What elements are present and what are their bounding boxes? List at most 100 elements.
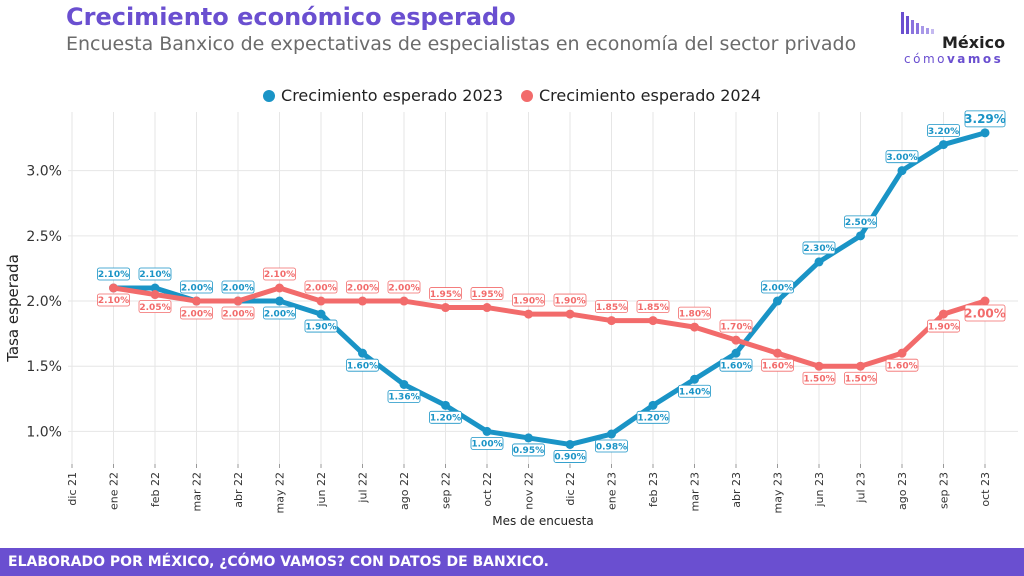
data-label-box <box>304 319 338 333</box>
data-point-2024 <box>399 296 409 306</box>
data-label-2023: 1.20% <box>637 414 668 424</box>
x-tick-label: ago 23 <box>896 472 909 510</box>
y-tick-label: 2.5% <box>26 229 62 245</box>
data-label-2023: 3.29% <box>964 112 1006 126</box>
data-point-2023 <box>565 439 575 449</box>
data-point-2024 <box>109 283 118 293</box>
data-label-2024: 2.00% <box>222 309 253 319</box>
data-point-2023 <box>897 166 907 176</box>
data-label-box <box>221 280 255 294</box>
data-label-box <box>802 241 836 255</box>
data-point-2024 <box>773 348 782 358</box>
data-label-box <box>470 437 504 450</box>
data-point-2024 <box>150 290 160 300</box>
legend-marker-2023 <box>263 89 276 102</box>
data-point-2023 <box>316 309 326 319</box>
y-tick-label: 1.5% <box>26 359 62 375</box>
data-label-2024: 1.90% <box>928 322 959 332</box>
data-label-2023: 2.10% <box>139 270 170 280</box>
y-tick-label: 1.0% <box>26 424 62 440</box>
data-label-box <box>263 267 296 281</box>
data-label-2024: 1.50% <box>845 374 876 384</box>
y-tick-label: 3.0% <box>26 164 62 180</box>
data-point-2023 <box>358 348 367 358</box>
x-tick-label: abr 23 <box>730 472 743 508</box>
logo-tagline: cómovamos <box>904 52 1003 66</box>
data-label-2023: 3.20% <box>928 127 959 137</box>
data-point-2024 <box>358 296 367 306</box>
data-point-2023 <box>441 400 450 410</box>
data-label-box <box>97 293 130 307</box>
data-label-box <box>553 450 587 463</box>
data-label-2023: 2.00% <box>762 283 793 293</box>
data-point-2023 <box>856 231 865 241</box>
data-label-box <box>138 300 172 313</box>
x-tick-label: feb 23 <box>647 472 660 507</box>
legend-label-2023: Crecimiento esperado 2023 <box>281 86 503 105</box>
data-label-box <box>761 358 794 372</box>
data-label-box <box>97 267 130 281</box>
page-subtitle: Encuesta Banxico de expectativas de espe… <box>66 33 857 55</box>
data-label-2024: 1.60% <box>762 361 793 371</box>
x-tick-label: abr 22 <box>232 472 245 508</box>
data-label-2024: 2.00% <box>964 306 1006 320</box>
legend-marker-2024 <box>521 89 533 102</box>
data-label-2024: 1.95% <box>471 290 502 300</box>
data-label-box <box>636 300 670 313</box>
data-point-2023 <box>150 283 160 293</box>
data-label-box <box>512 443 545 457</box>
data-label-2023: 1.40% <box>679 387 710 397</box>
data-label-box <box>387 390 421 403</box>
data-point-2023 <box>731 348 741 358</box>
data-label-box <box>180 280 213 294</box>
x-tick-label: sep 22 <box>440 472 453 509</box>
data-label-2023: 1.00% <box>471 440 502 450</box>
x-tick-label: ene 23 <box>606 472 619 510</box>
data-label-box <box>595 300 628 313</box>
x-tick-label: jun 23 <box>813 472 826 508</box>
data-label-2023: 1.90% <box>305 322 336 332</box>
data-label-box <box>470 287 504 300</box>
x-tick-label: nov 22 <box>523 472 536 510</box>
data-label-2024: 1.95% <box>430 290 461 300</box>
data-label-box <box>885 358 919 372</box>
x-tick-label: mar 22 <box>191 472 204 511</box>
data-label-2024: 2.00% <box>181 309 212 319</box>
data-label-box <box>719 319 753 333</box>
y-tick-label: 2.0% <box>26 294 62 310</box>
x-tick-label: oct 22 <box>481 472 494 507</box>
data-label-2024: 2.00% <box>305 283 336 293</box>
data-point-2023 <box>399 379 409 389</box>
data-label-box <box>512 293 545 307</box>
data-label-2023: 1.20% <box>430 414 461 424</box>
logo-tag-a: cómo <box>904 52 947 66</box>
data-label-box <box>844 371 877 385</box>
footer-bar: ELABORADO POR MÉXICO, ¿CÓMO VAMOS? CON D… <box>0 548 1024 576</box>
data-label-2023: 0.90% <box>554 453 585 463</box>
x-tick-label: feb 22 <box>149 472 162 507</box>
data-label-box <box>636 410 670 424</box>
data-label-box <box>387 280 421 294</box>
data-point-2024 <box>814 361 824 371</box>
logo-bars-icon <box>901 12 934 34</box>
data-point-2024 <box>192 296 201 306</box>
data-label-2023: 0.95% <box>513 446 544 456</box>
legend-item-2024: Crecimiento esperado 2024 <box>521 86 761 105</box>
data-label-box <box>927 124 960 137</box>
data-label-box <box>304 280 338 294</box>
data-label-box <box>802 371 836 385</box>
data-label-2024: 2.00% <box>347 283 378 293</box>
data-point-2023 <box>690 374 699 384</box>
data-label-2023: 1.36% <box>388 393 419 403</box>
data-label-box <box>761 280 794 294</box>
data-label-2024: 1.60% <box>886 361 917 371</box>
data-label-box <box>844 215 877 229</box>
data-point-2024 <box>565 309 575 319</box>
data-label-2024: 1.90% <box>554 296 585 306</box>
data-label-box <box>678 384 711 398</box>
data-point-2023 <box>773 296 782 306</box>
data-label-box <box>429 287 462 300</box>
logo-tag-b: vamos <box>946 52 1004 66</box>
data-label-2024: 2.10% <box>98 296 129 306</box>
x-tick-label: oct 23 <box>979 472 992 507</box>
